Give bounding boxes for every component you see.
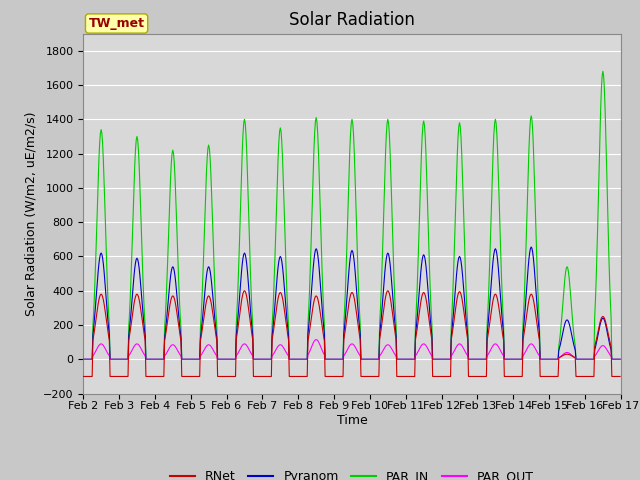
X-axis label: Time: Time <box>337 414 367 427</box>
Text: TW_met: TW_met <box>88 17 145 30</box>
Legend: RNet, Pyranom, PAR_IN, PAR_OUT: RNet, Pyranom, PAR_IN, PAR_OUT <box>165 465 539 480</box>
Y-axis label: Solar Radiation (W/m2, uE/m2/s): Solar Radiation (W/m2, uE/m2/s) <box>24 111 37 316</box>
Title: Solar Radiation: Solar Radiation <box>289 11 415 29</box>
